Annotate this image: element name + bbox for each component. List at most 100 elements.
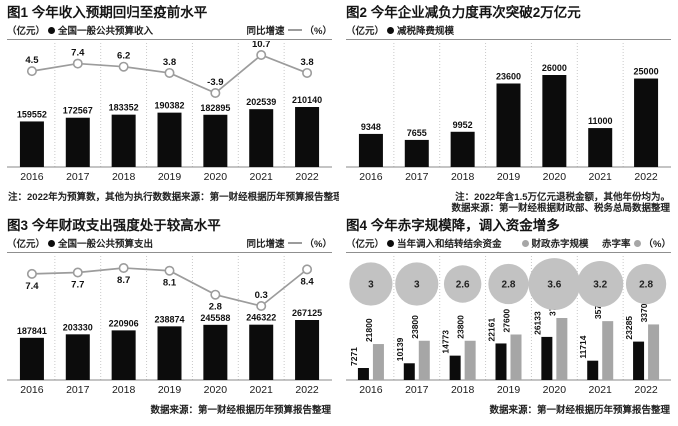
svg-text:6.2: 6.2 — [117, 51, 130, 62]
unit-label: （亿元） — [346, 239, 385, 251]
chart-footer: 数据来源：第一财经根据历年预算报告整理 — [346, 405, 671, 417]
chart-source: 数据来源：第一财经根据历年预算报告整理 — [489, 405, 670, 417]
svg-text:22161: 22161 — [487, 318, 497, 342]
chart-legend: （亿元） 全国一般公共预算支出 同比增速 （%） — [7, 236, 332, 254]
svg-text:2022: 2022 — [295, 384, 319, 396]
svg-text:202539: 202539 — [246, 97, 276, 107]
chart-plot: 2016 2017 2018 2019 2020 2021 2022 7271 10139 147… — [346, 256, 671, 396]
svg-text:2016: 2016 — [20, 384, 44, 396]
bar-series-label: 全国一般公共预算收入 — [58, 26, 154, 38]
svg-text:11000: 11000 — [588, 116, 613, 126]
svg-text:220906: 220906 — [109, 319, 139, 329]
chart-note: 注：2022年为预算数，其他为执行数 — [8, 192, 163, 204]
chart-plot: 2016 2017 2018 2019 2020 2021 2022 159552 172567… — [7, 41, 332, 183]
svg-text:203330: 203330 — [63, 323, 93, 333]
percent-unit-label: （%） — [304, 239, 332, 251]
bar-legend-dot-icon — [48, 239, 56, 247]
svg-text:10139: 10139 — [395, 338, 405, 362]
svg-text:2020: 2020 — [543, 384, 567, 396]
svg-text:25000: 25000 — [634, 67, 659, 77]
svg-text:35700: 35700 — [593, 295, 603, 319]
svg-text:3: 3 — [368, 280, 374, 291]
svg-text:9952: 9952 — [453, 120, 473, 130]
svg-text:246322: 246322 — [246, 313, 276, 323]
percent-unit-label: （%） — [304, 26, 332, 38]
chart-title: 图4 今年赤字规模降，调入资金增多 — [346, 218, 560, 233]
chart-source: 数据来源：第一财经根据历年预算报告整理 — [150, 405, 331, 417]
chart-footer: 数据来源：第一财经根据历年预算报告整理 — [7, 405, 332, 417]
svg-text:2.8: 2.8 — [209, 302, 222, 313]
svg-text:23600: 23600 — [496, 72, 521, 82]
svg-text:187841: 187841 — [17, 326, 47, 336]
svg-text:2022: 2022 — [295, 171, 319, 183]
bar-legend-dot-icon — [48, 26, 56, 34]
svg-text:4.5: 4.5 — [25, 55, 39, 66]
svg-text:26000: 26000 — [542, 63, 567, 73]
svg-text:2017: 2017 — [405, 384, 429, 396]
black-series-label: 当年调入和结转结余资金 — [397, 239, 502, 251]
svg-text:21800: 21800 — [364, 318, 374, 342]
bar-legend-dot-icon — [387, 26, 395, 34]
svg-text:2016: 2016 — [359, 384, 383, 396]
line-swatch-icon — [287, 242, 302, 245]
svg-text:23800: 23800 — [456, 315, 466, 339]
svg-text:2019: 2019 — [497, 171, 521, 183]
svg-text:7655: 7655 — [407, 128, 427, 138]
svg-text:2.8: 2.8 — [502, 280, 516, 291]
svg-text:33700: 33700 — [639, 299, 649, 323]
chart-title: 图2 今年企业减负力度再次突破2万亿元 — [346, 5, 581, 20]
black-bar-legend-dot-icon — [387, 239, 395, 247]
svg-text:2.8: 2.8 — [639, 280, 653, 291]
figure-panel-1: 图1 今年收入预期回归至疫前水平 （亿元） 全国一般公共预算收入 同比增速 （%… — [0, 0, 339, 213]
svg-text:2021: 2021 — [589, 384, 613, 396]
svg-text:3.8: 3.8 — [163, 57, 176, 68]
svg-text:7.4: 7.4 — [71, 48, 85, 59]
svg-text:2021: 2021 — [250, 171, 274, 183]
chart-footer: 注：2022年为预算数，其他为执行数 数据来源：第一财经根据历年预算报告整理 — [7, 192, 339, 204]
chart-title: 图3 今年财政支出强度处于较高水平 — [7, 218, 221, 233]
svg-text:23285: 23285 — [624, 316, 634, 340]
svg-text:2020: 2020 — [204, 384, 228, 396]
svg-text:2019: 2019 — [497, 384, 521, 396]
svg-text:2021: 2021 — [589, 171, 613, 183]
svg-text:159552: 159552 — [17, 110, 47, 120]
svg-text:2022: 2022 — [634, 384, 658, 396]
svg-text:14773: 14773 — [441, 330, 451, 354]
svg-text:182895: 182895 — [200, 103, 230, 113]
svg-text:3.8: 3.8 — [300, 57, 313, 68]
svg-text:245588: 245588 — [200, 313, 230, 323]
svg-text:2.6: 2.6 — [456, 280, 470, 291]
svg-text:2017: 2017 — [66, 384, 90, 396]
svg-text:10.7: 10.7 — [252, 41, 271, 50]
svg-text:23800: 23800 — [410, 315, 420, 339]
svg-text:2018: 2018 — [112, 171, 136, 183]
svg-text:26133: 26133 — [532, 311, 542, 335]
chart-legend: （亿元） 减税降费规模 — [346, 23, 671, 41]
chart-legend: （亿元） 当年调入和结转结余资金 财政赤字规模 赤字率 （%） — [346, 236, 671, 254]
line-series-label: 同比增速 — [246, 239, 285, 251]
line-swatch-icon — [287, 29, 302, 32]
svg-text:2016: 2016 — [359, 171, 383, 183]
line-series-label: 同比增速 — [246, 26, 285, 38]
chart-legend: （亿元） 全国一般公共预算收入 同比增速 （%） — [7, 23, 332, 41]
svg-text:2020: 2020 — [204, 171, 228, 183]
figure-panel-4: 图4 今年赤字规模降，调入资金增多 （亿元） 当年调入和结转结余资金 财政赤字规… — [339, 213, 678, 426]
bubble-legend-dot-icon — [633, 239, 641, 247]
svg-text:2016: 2016 — [20, 171, 44, 183]
bar-series-label: 减税降费规模 — [397, 26, 455, 38]
svg-text:183352: 183352 — [109, 103, 139, 113]
svg-text:2021: 2021 — [250, 384, 274, 396]
svg-text:11714: 11714 — [578, 335, 588, 358]
bar-series-label: 全国一般公共预算支出 — [58, 239, 154, 251]
chart-source: 数据来源：第一财经根据财政部、税务总局数据整理 — [451, 203, 670, 213]
svg-text:9348: 9348 — [361, 122, 381, 132]
svg-text:3: 3 — [414, 280, 420, 291]
svg-text:2019: 2019 — [158, 171, 182, 183]
svg-text:2017: 2017 — [66, 171, 90, 183]
svg-text:2018: 2018 — [112, 384, 136, 396]
svg-text:172567: 172567 — [63, 106, 93, 116]
chart-title: 图1 今年收入预期回归至疫前水平 — [7, 5, 208, 20]
svg-text:2018: 2018 — [451, 384, 475, 396]
chart-plot: 2016 2017 2018 2019 2020 2021 2022 187841 203330… — [7, 256, 332, 396]
